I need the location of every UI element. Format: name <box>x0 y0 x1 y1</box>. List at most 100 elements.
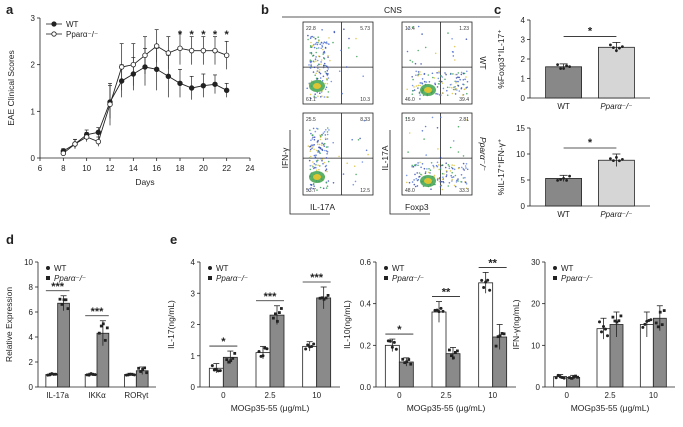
data-point <box>200 82 207 89</box>
flow-event-dot <box>456 179 458 182</box>
flow-event-dot <box>310 139 312 142</box>
flow-event-dot <box>310 155 312 158</box>
flow-event-dot <box>326 127 329 129</box>
data-point <box>261 354 265 358</box>
flow-event-dot <box>320 91 323 93</box>
significance-star: ** <box>442 287 451 299</box>
data-point <box>554 376 558 380</box>
data-point <box>568 376 571 380</box>
data-point <box>320 296 324 300</box>
flow-event-dot <box>316 189 318 191</box>
flow-event-dot <box>326 131 329 133</box>
flow-event-dot <box>460 181 463 183</box>
flow-event-dot <box>309 150 312 152</box>
flow-event-dot <box>319 186 322 189</box>
flow-event-dot <box>424 46 427 49</box>
flow-event-dot <box>317 159 319 162</box>
quadrant-lower-right: 12.5 <box>360 188 370 194</box>
significance-star: * <box>201 29 206 41</box>
flow-event-dot <box>325 65 328 67</box>
flow-event-dot <box>315 72 318 75</box>
significance-star: * <box>588 25 593 37</box>
y-tick-label: 1 <box>31 107 36 116</box>
data-point <box>233 351 237 355</box>
flow-event-dot <box>437 164 440 166</box>
flow-event-dot <box>353 165 356 167</box>
data-point <box>304 347 308 351</box>
flow-event-dot <box>415 177 418 180</box>
flow-event-dot <box>313 154 316 157</box>
flow-event-dot <box>449 170 452 172</box>
flow-event-dot <box>340 49 342 52</box>
y-axis-label: %Foxp3⁺IL-17⁺ <box>496 29 506 89</box>
flow-event-dot <box>306 87 309 90</box>
y-tick-label: 0 <box>521 94 526 103</box>
flow-event-dot <box>328 129 330 131</box>
flow-event-dot <box>448 86 451 89</box>
flow-event-dot <box>419 98 421 100</box>
flow-event-dot <box>411 165 413 168</box>
flow-event-dot <box>428 171 430 174</box>
flow-event-dot <box>452 176 455 178</box>
flow-event-dot <box>444 78 446 81</box>
data-point <box>306 343 310 347</box>
y-tick-label: 0 <box>191 383 196 392</box>
data-point <box>654 321 658 325</box>
flow-event-dot <box>465 76 467 78</box>
bar <box>269 314 285 388</box>
flow-event-dot <box>421 130 424 132</box>
flow-event-dot <box>320 63 322 66</box>
flow-event-dot <box>413 183 416 186</box>
bar <box>57 302 70 388</box>
flow-event-dot <box>321 95 323 97</box>
flow-event-dot <box>462 168 465 170</box>
flow-event-dot <box>307 34 309 37</box>
flow-event-dot <box>449 73 452 75</box>
data-point <box>565 178 568 182</box>
y-tick-label: 10 <box>531 341 540 350</box>
flow-event-dot <box>356 55 358 58</box>
data-point <box>141 368 145 371</box>
flow-event-dot <box>315 96 317 99</box>
y-tick-label: 0 <box>536 383 541 392</box>
data-point <box>615 49 618 53</box>
flow-event-dot <box>345 66 348 68</box>
flow-event-dot <box>411 84 414 87</box>
flow-event-dot <box>318 146 320 149</box>
flow-event-dot <box>320 59 323 61</box>
data-point <box>606 334 609 338</box>
flow-event-dot <box>417 87 419 89</box>
flow-event-dot <box>429 169 432 171</box>
data-point <box>612 46 615 50</box>
data-point <box>200 47 207 54</box>
flow-event-dot <box>309 145 312 148</box>
data-point <box>310 345 314 349</box>
legend-label: Pparα⁻/⁻ <box>392 274 424 283</box>
flow-event-dot <box>447 32 449 34</box>
flow-event-dot <box>413 179 415 181</box>
flow-event-dot <box>406 88 409 91</box>
flow-event-dot <box>466 118 468 121</box>
flow-event-dot <box>332 141 335 144</box>
quadrant-lower-left: 48.0 <box>405 188 415 194</box>
data-point <box>229 359 233 363</box>
flow-event-dot <box>318 40 320 42</box>
data-point <box>139 370 143 373</box>
flow-event-dot <box>454 80 457 83</box>
flow-event-dot <box>444 166 447 169</box>
quadrant-upper-left: 22.8 <box>306 26 316 32</box>
flow-event-dot <box>310 66 312 69</box>
flow-event-dot <box>450 174 453 177</box>
flow-event-dot <box>311 35 313 38</box>
flow-event-dot <box>309 37 312 40</box>
flow-event-dot <box>441 76 444 78</box>
panel-letter-e: e <box>170 232 177 247</box>
flow-event-dot <box>444 72 446 74</box>
data-point <box>165 50 172 56</box>
x-tick-label: 6 <box>38 164 43 173</box>
panel-d-bar-chart: 0 2 4 6 8 10 Relative Expression IL-17a *** IKKα *… <box>4 258 156 400</box>
flow-event-dot <box>436 161 439 164</box>
flow-event-dot <box>466 92 468 95</box>
x-tick-label: WT <box>557 102 570 111</box>
data-point <box>643 322 647 326</box>
